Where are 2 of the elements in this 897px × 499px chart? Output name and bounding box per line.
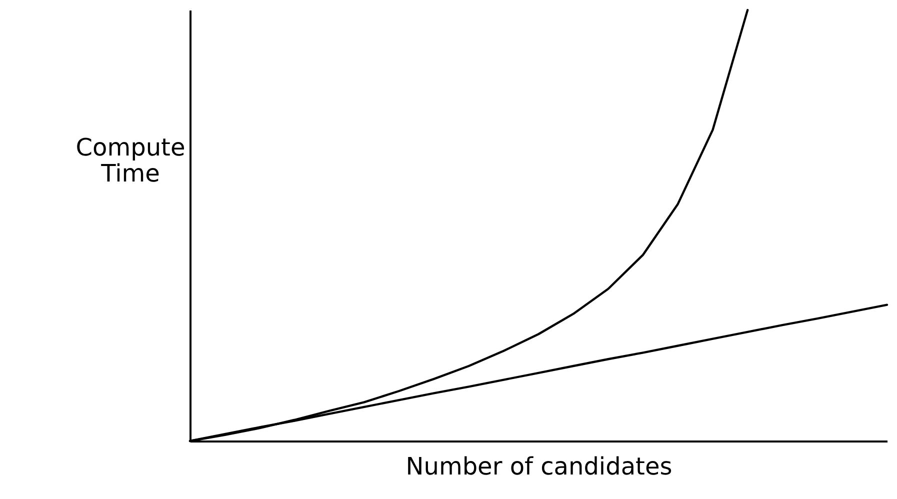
y-axis-title: Compute Time: [76, 134, 186, 188]
x-axis-title: Number of candidates: [406, 452, 672, 480]
